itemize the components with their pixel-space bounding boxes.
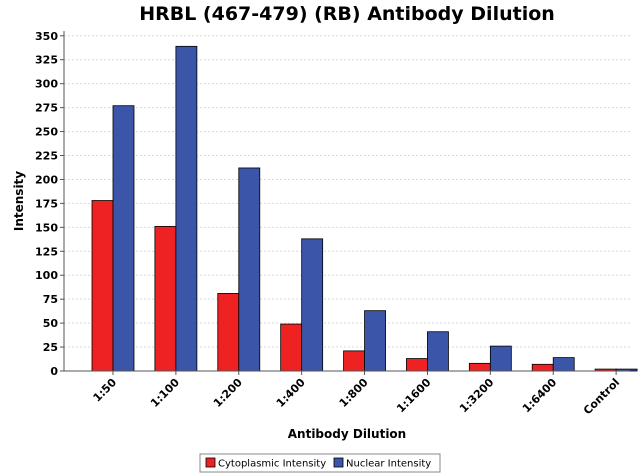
y-axis-ticks: 0 25 50 75 100 125 150 175 200 225 250 275 300 325 350 (35, 30, 64, 378)
x-tick-label: 1:800 (337, 376, 371, 410)
y-tick-label: 0 (50, 365, 58, 378)
x-tick-label: 1:3200 (457, 376, 497, 416)
x-tick-label: 1:50 (91, 376, 120, 405)
legend-swatch-1 (333, 457, 344, 468)
x-axis-ticks: 1:50 1:100 1:200 1:400 1:800 1:1600 1:3200 1:64… (91, 371, 622, 417)
y-tick-label: 125 (35, 245, 58, 258)
bar-cytoplasmic-4 (343, 350, 365, 372)
x-tick-label: 1:1600 (394, 376, 434, 416)
x-axis-title: Antibody Dilution (288, 427, 406, 441)
x-tick-label: 1:200 (211, 376, 245, 410)
chart-title: HRBL (467-479) (RB) Antibody Dilution (139, 3, 555, 25)
y-tick-label: 325 (35, 54, 58, 67)
bar-cytoplasmic-1 (154, 225, 177, 372)
bar-nuclear-7 (552, 357, 575, 372)
y-axis-title: Intensity (12, 171, 26, 231)
bar-nuclear-4 (364, 310, 386, 372)
axes (63, 31, 630, 372)
x-tick-label: 1:400 (274, 376, 308, 410)
y-tick-label: 225 (35, 150, 58, 163)
y-tick-label: 175 (35, 197, 58, 210)
bar-cytoplasmic-0 (91, 200, 114, 372)
bar-nuclear-6 (489, 345, 512, 372)
legend-box (199, 453, 441, 473)
legend-label-1: Nuclear Intensity (346, 459, 431, 470)
bar-cytoplasmic-6 (468, 362, 491, 372)
bar-nuclear-3 (301, 238, 324, 372)
gridlines (64, 35, 630, 348)
legend-label-0: Cytoplasmic Intensity (218, 459, 326, 470)
y-tick-label: 150 (35, 221, 58, 234)
y-tick-label: 100 (35, 269, 58, 282)
bar-nuclear-0 (112, 105, 135, 372)
y-tick-label: 350 (35, 30, 58, 43)
x-tick-label: 1:6400 (520, 376, 560, 416)
legend: Cytoplasmic Intensity Nuclear Intensity (199, 453, 441, 473)
bar-nuclear-5 (427, 331, 449, 372)
bar-nuclear-2 (238, 167, 261, 372)
y-tick-label: 75 (43, 293, 58, 306)
x-tick-label: 1:100 (148, 376, 182, 410)
y-tick-label: 275 (35, 102, 58, 115)
bars (91, 45, 638, 372)
y-tick-label: 250 (35, 126, 58, 139)
x-tick-label: Control (581, 376, 622, 417)
bar-cytoplasmic-7 (531, 363, 554, 372)
y-tick-label: 300 (35, 78, 58, 91)
y-tick-label: 50 (43, 317, 59, 330)
bar-cytoplasmic-5 (406, 358, 428, 372)
y-tick-label: 25 (43, 341, 58, 354)
bar-cytoplasmic-3 (280, 323, 303, 372)
bar-cytoplasmic-2 (217, 293, 240, 372)
bar-nuclear-1 (175, 45, 198, 372)
y-tick-label: 200 (35, 173, 58, 186)
legend-swatch-0 (205, 457, 216, 468)
